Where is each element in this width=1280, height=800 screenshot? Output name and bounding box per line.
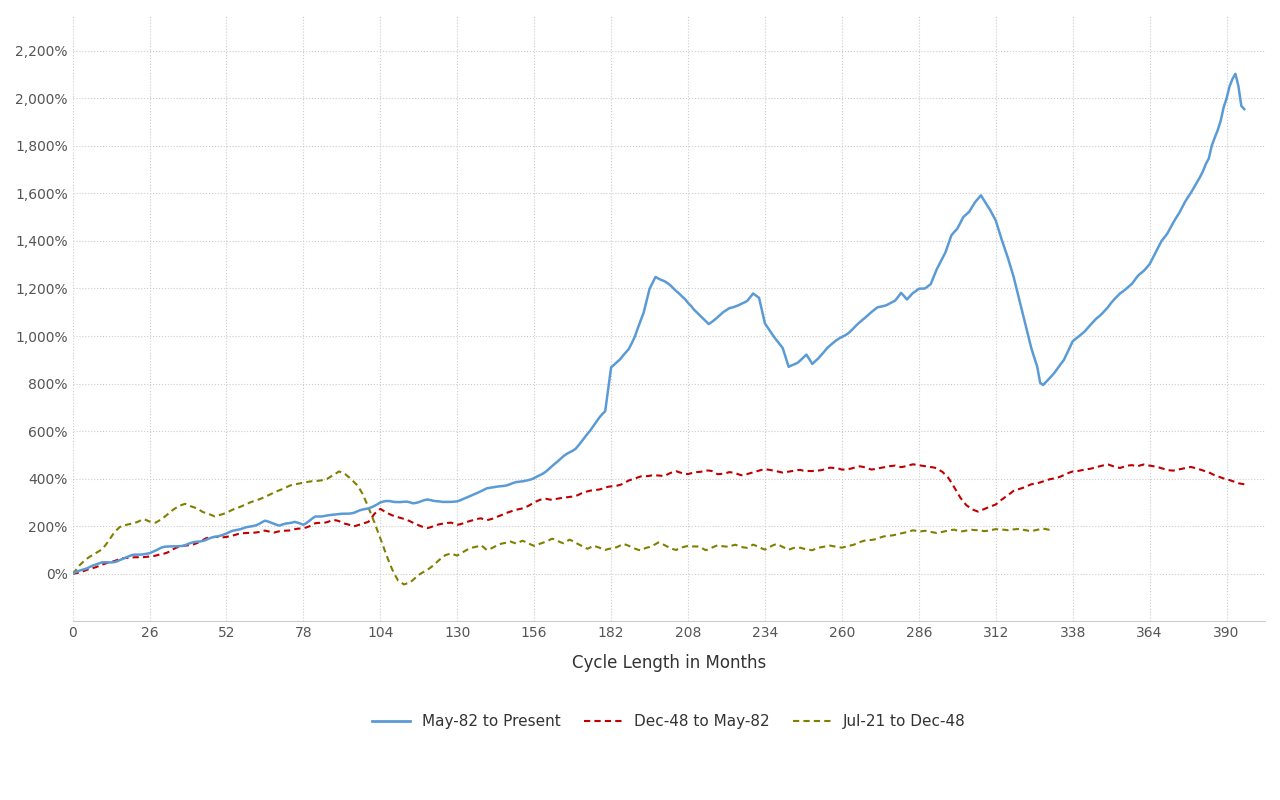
X-axis label: Cycle Length in Months: Cycle Length in Months	[572, 654, 765, 672]
Legend: May-82 to Present, Dec-48 to May-82, Jul-21 to Dec-48: May-82 to Present, Dec-48 to May-82, Jul…	[366, 708, 972, 735]
